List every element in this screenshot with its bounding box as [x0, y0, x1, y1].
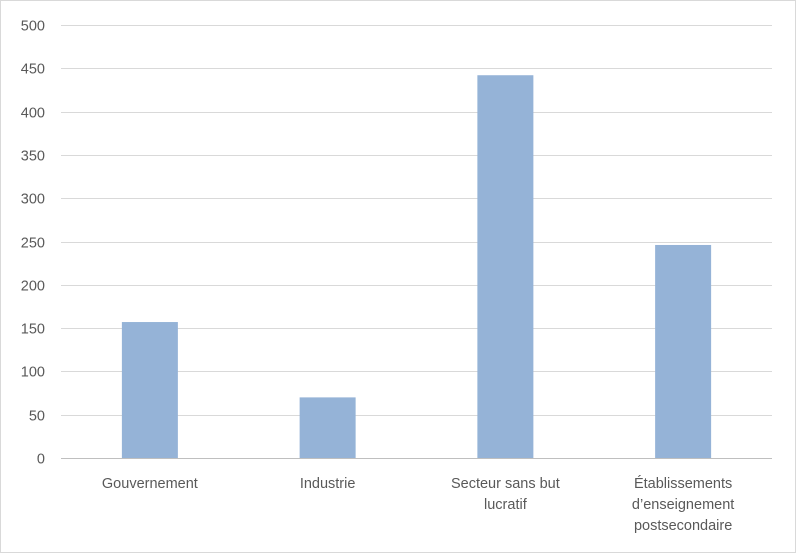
y-tick-label: 150 [21, 322, 45, 338]
gridlines [61, 25, 772, 416]
x-tick-label: Secteur sans but [451, 476, 560, 492]
x-tick-label: Industrie [300, 476, 356, 492]
bar [477, 75, 534, 458]
y-tick-label: 450 [21, 62, 45, 78]
x-tick-label: Établissements [634, 475, 732, 492]
y-tick-label: 100 [21, 365, 45, 381]
y-tick-label: 500 [21, 19, 45, 35]
y-tick-label: 50 [29, 409, 45, 425]
y-tick-label: 300 [21, 192, 45, 208]
y-tick-label: 350 [21, 149, 45, 165]
x-tick-label: postsecondaire [634, 518, 732, 534]
x-tick-labels: Gouvernement Industrie Secteur sans but luc… [102, 475, 734, 534]
bar [299, 397, 356, 458]
y-tick-labels: 0 50 100 150 200 250 300 350 400 450 500 [21, 19, 45, 468]
x-tick-label: lucratif [484, 497, 528, 513]
y-tick-label: 200 [21, 279, 45, 295]
x-tick-label: Gouvernement [102, 476, 198, 492]
y-tick-label: 250 [21, 236, 45, 252]
x-tick-label: d’enseignement [632, 497, 734, 513]
bar [655, 244, 712, 458]
bar [121, 322, 178, 458]
y-tick-label: 400 [21, 106, 45, 122]
bars [121, 75, 712, 458]
y-tick-label: 0 [37, 452, 45, 468]
